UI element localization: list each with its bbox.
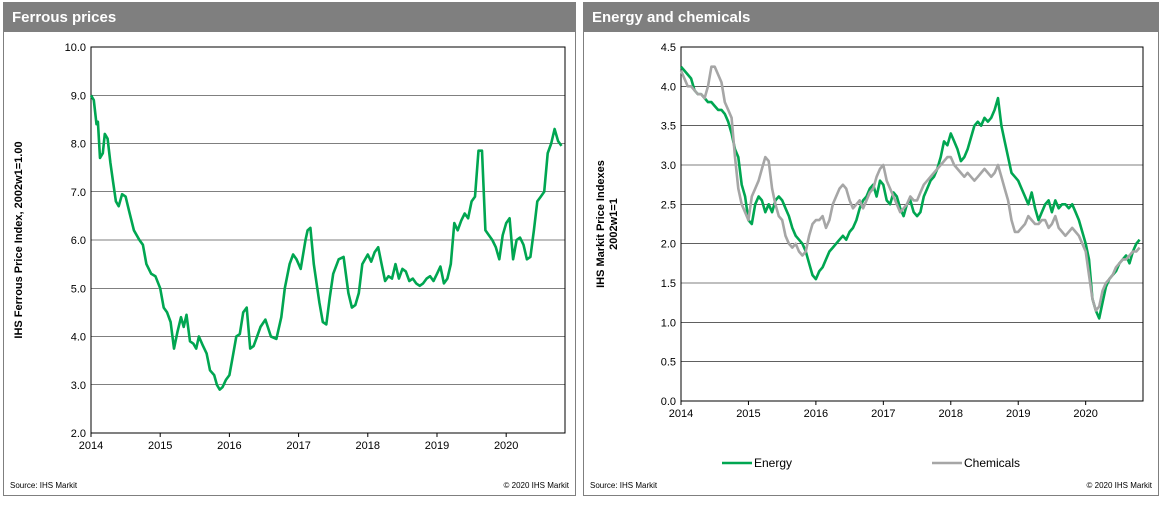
y-tick-label: 6.0 bbox=[71, 235, 86, 247]
y-tick-label: 9.0 bbox=[71, 90, 86, 102]
y-tick-label: 7.0 bbox=[71, 187, 86, 199]
energy-chemicals-chart: 0.0 0.5 1.0 1.5 2.0 2.5 3.0 3.5 4.0 4.5 2014 2015 20… bbox=[595, 42, 1144, 470]
y-tick-label: 1.5 bbox=[661, 278, 676, 290]
x-tick-label: 2016 bbox=[804, 408, 828, 420]
series-line-energy bbox=[680, 65, 1141, 320]
x-tick-label: 2015 bbox=[736, 408, 760, 420]
copyright-note: © 2020 IHS Markit bbox=[503, 481, 569, 490]
y-axis-label: IHS Ferrous Price Index, 2002w1=1.00 bbox=[13, 141, 25, 338]
source-note: Source: IHS Markit bbox=[10, 481, 78, 490]
y-tick-label: 2.0 bbox=[71, 428, 86, 440]
x-tick-label: 2018 bbox=[939, 408, 963, 420]
x-tick-label: 2015 bbox=[148, 440, 172, 452]
x-tick-label: 2019 bbox=[425, 440, 449, 452]
ferrous-panel: Ferrous prices 2.0 3.0 4.0 5.0 6.0 7.0 8.0 9.0 1… bbox=[3, 2, 576, 496]
y-tick-label: 2.0 bbox=[661, 239, 676, 251]
y-tick-label: 10.0 bbox=[65, 42, 86, 54]
y-tick-label: 1.0 bbox=[661, 317, 676, 329]
y-tick-label: 3.0 bbox=[661, 160, 676, 172]
y-axis-label-line: 2002w1=1 bbox=[608, 198, 620, 250]
x-tick-label: 2020 bbox=[1073, 408, 1097, 420]
y-tick-label: 5.0 bbox=[71, 283, 86, 295]
x-tick-label: 2018 bbox=[356, 440, 380, 452]
source-note: Source: IHS Markit bbox=[590, 481, 658, 490]
y-tick-label: 0.5 bbox=[661, 357, 676, 369]
y-tick-label: 4.0 bbox=[661, 81, 676, 93]
panel-title: Energy and chemicals bbox=[584, 3, 1158, 32]
y-axis-label-line: IHS Markit Price Indexes bbox=[595, 160, 607, 288]
y-tick-label: 3.0 bbox=[71, 380, 86, 392]
x-tick-label: 2017 bbox=[871, 408, 895, 420]
legend-label-chemicals: Chemicals bbox=[964, 456, 1020, 470]
y-tick-label: 4.0 bbox=[71, 332, 86, 344]
y-tick-label: 4.5 bbox=[661, 42, 676, 54]
y-tick-label: 0.0 bbox=[661, 396, 676, 408]
y-axis-label: IHS Markit Price Indexes2002w1=1 bbox=[595, 160, 620, 288]
ferrous-chart: 2.0 3.0 4.0 5.0 6.0 7.0 8.0 9.0 10.0 2014 2015 2016… bbox=[13, 42, 566, 452]
energy-chemicals-panel: Energy and chemicals 0.0 0.5 1.0 1.5 2.0 2.5 3… bbox=[583, 2, 1159, 496]
x-tick-label: 2014 bbox=[79, 440, 103, 452]
y-tick-label: 8.0 bbox=[71, 139, 86, 151]
series-line-chemicals bbox=[679, 65, 1141, 312]
panel-title: Ferrous prices bbox=[4, 3, 575, 32]
y-tick-label: 3.5 bbox=[661, 121, 676, 133]
copyright-note: © 2020 IHS Markit bbox=[1086, 481, 1152, 490]
x-tick-label: 2014 bbox=[669, 408, 693, 420]
series-line-ferrous bbox=[89, 94, 563, 391]
plot-frame bbox=[680, 46, 1144, 402]
legend-label-energy: Energy bbox=[754, 456, 792, 470]
x-tick-label: 2016 bbox=[217, 440, 241, 452]
x-tick-label: 2017 bbox=[286, 440, 310, 452]
x-tick-label: 2019 bbox=[1006, 408, 1030, 420]
x-tick-label: 2020 bbox=[494, 440, 518, 452]
y-tick-label: 2.5 bbox=[661, 199, 676, 211]
